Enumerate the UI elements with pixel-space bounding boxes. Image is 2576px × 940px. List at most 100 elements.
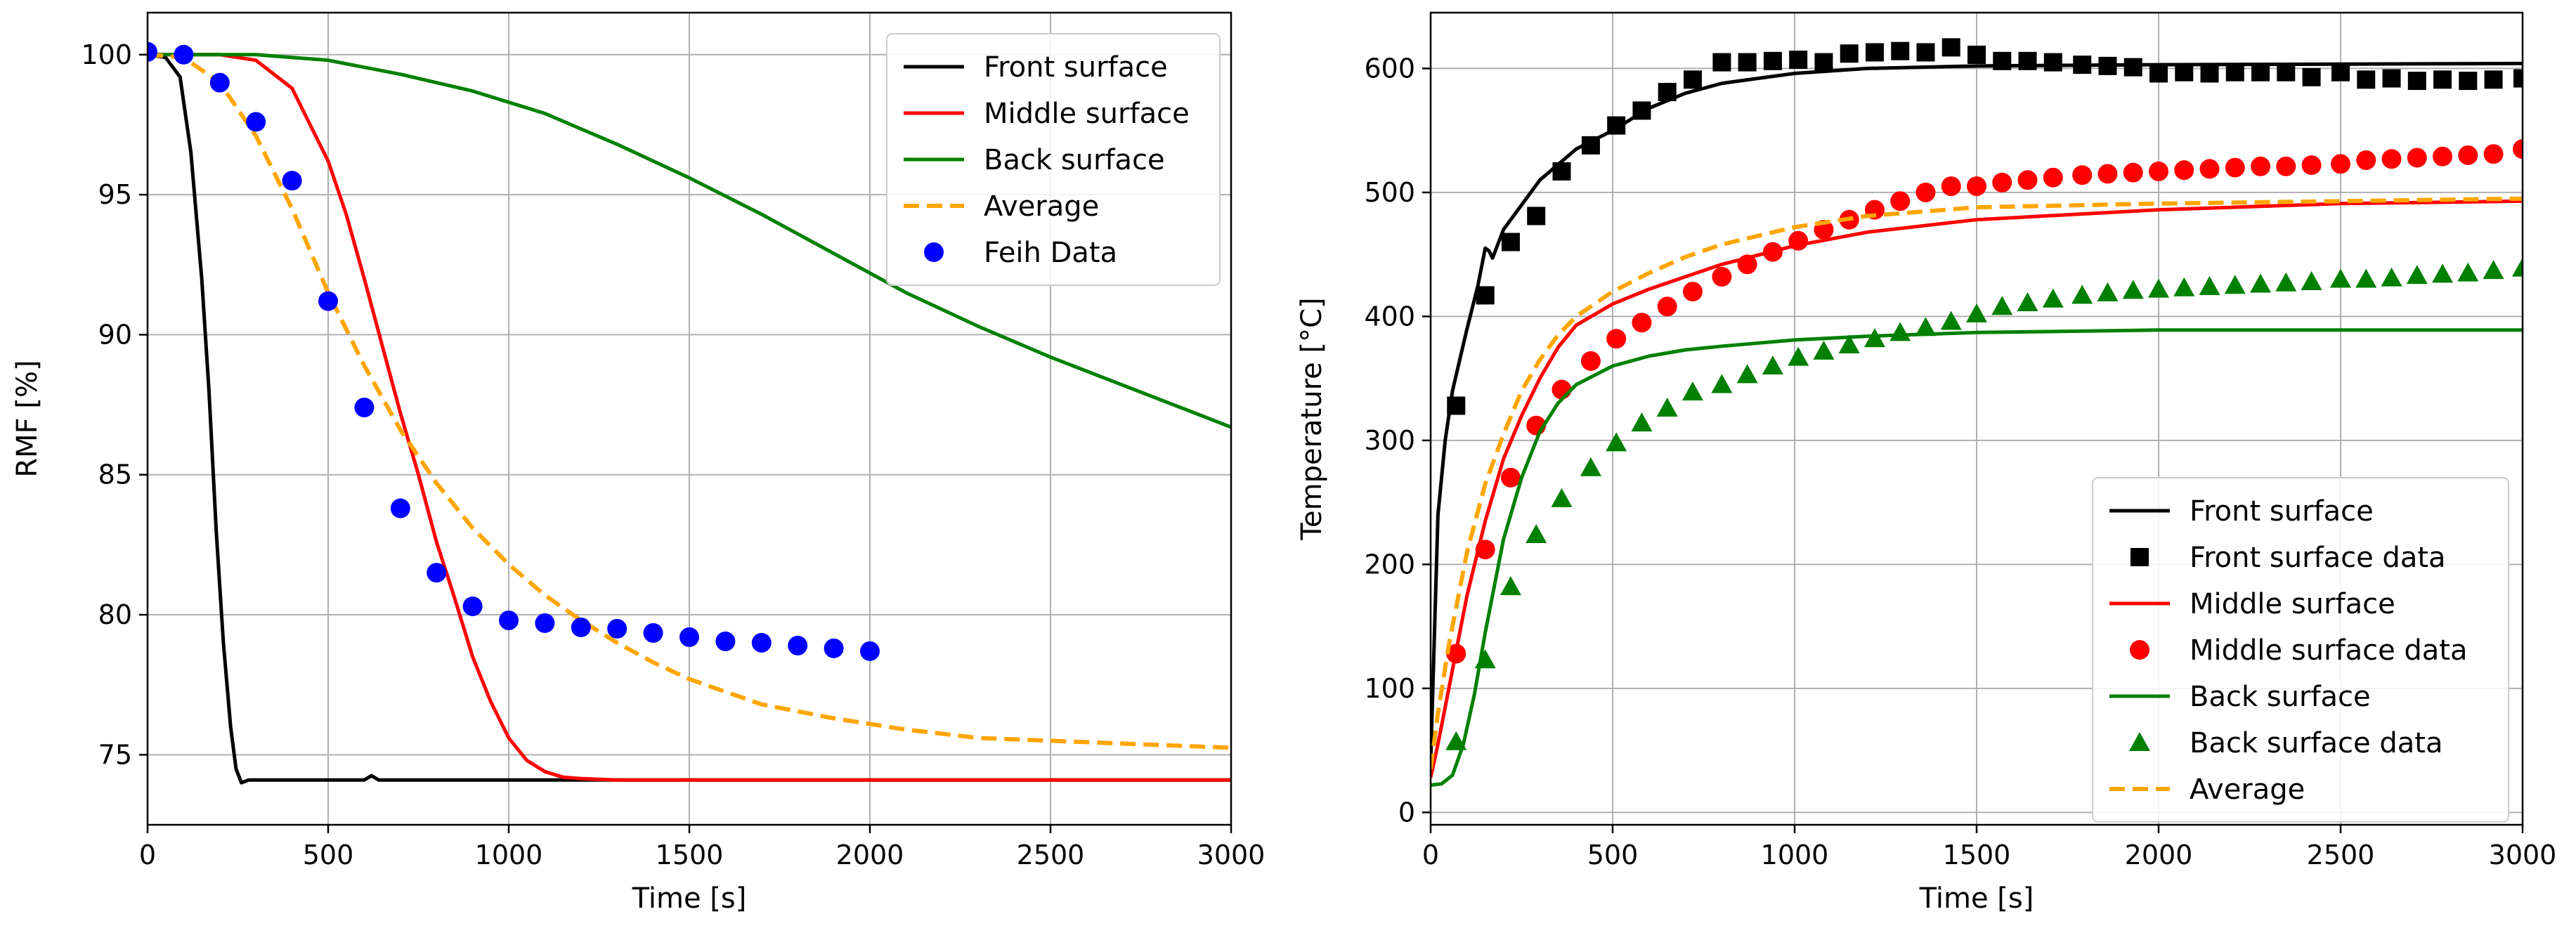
data-point-feih-data: [174, 44, 194, 65]
data-point-feih-data: [607, 618, 627, 639]
x-tick-label: 500: [303, 840, 354, 870]
data-point-middle-surface-data: [2381, 149, 2402, 169]
data-point-middle-surface-data: [2043, 167, 2063, 188]
legend: Front surface Front surface data Middle su…: [2092, 477, 2509, 823]
data-point-middle-surface-data: [2356, 150, 2376, 171]
data-point-back-surface-data: [1526, 524, 1547, 544]
x-tick-label: 2000: [2125, 840, 2193, 870]
data-point-front-surface-data: [1763, 51, 1782, 70]
data-point-middle-surface-data: [2483, 144, 2504, 164]
x-axis-label: Time [s]: [1919, 882, 2034, 915]
data-point-middle-surface-data: [2407, 148, 2427, 168]
data-point-front-surface-data: [1814, 53, 1833, 72]
data-point-middle-surface-data: [2123, 162, 2143, 183]
data-point-back-surface-data: [2457, 262, 2479, 282]
y-axis-label: RMF [%]: [11, 360, 44, 477]
legend-label-back-surface-data: Back surface data: [2190, 727, 2442, 759]
legend-label-front-surface: Front surface: [2190, 495, 2374, 528]
data-point-front-surface-data: [1941, 38, 1960, 57]
data-point-middle-surface-data: [1446, 644, 1466, 664]
data-point-back-surface-data: [1788, 346, 1809, 366]
data-point-front-surface-data: [2251, 63, 2270, 81]
data-point-middle-surface-data: [2097, 164, 2118, 184]
data-point-middle-surface-data: [1712, 266, 1732, 287]
data-point-back-surface-data: [2330, 268, 2351, 288]
data-point-front-surface-data: [2433, 70, 2452, 89]
data-point-feih-data: [148, 41, 157, 62]
data-point-middle-surface-data: [2149, 161, 2168, 181]
x-tick-label: 3000: [2489, 840, 2557, 870]
data-point-feih-data: [354, 398, 375, 418]
data-point-back-surface-data: [1813, 340, 1835, 360]
data-point-front-surface-data: [2098, 56, 2117, 75]
y-tick-label: 80: [98, 599, 132, 630]
x-tick-label: 1500: [656, 840, 724, 870]
data-point-back-surface-data: [1940, 311, 1962, 330]
data-point-middle-surface-data: [1992, 172, 2012, 192]
data-point-middle-surface-data: [1737, 254, 1757, 275]
y-tick-label: 85: [98, 459, 132, 490]
legend-swatch-front-surface-data: [2131, 548, 2149, 566]
data-point-middle-surface-data: [1657, 296, 1677, 317]
data-point-front-surface-data: [2073, 56, 2092, 74]
data-point-back-surface-data: [2381, 267, 2402, 287]
data-point-feih-data: [318, 291, 338, 311]
legend-label-front-surface-data: Front surface data: [2190, 542, 2446, 574]
data-point-front-surface-data: [2357, 70, 2376, 89]
y-tick-label: 100: [81, 39, 132, 70]
data-point-back-surface-data: [2301, 270, 2322, 290]
series-line-front-surface: [1431, 61, 2523, 763]
data-point-feih-data: [535, 613, 555, 633]
data-point-feih-data: [390, 498, 410, 518]
y-tick-label: 400: [1364, 301, 1415, 332]
x-tick-label: 2500: [2307, 840, 2375, 870]
legend-label-middle-surface: Middle surface: [2190, 588, 2395, 620]
data-point-front-surface-data: [1712, 53, 1731, 72]
series-line-average: [1431, 196, 2523, 769]
data-point-front-surface-data: [2382, 69, 2401, 88]
data-point-middle-surface-data: [2199, 159, 2220, 179]
data-point-front-surface-data: [1683, 70, 1702, 89]
y-axis-label: Temperature [°C]: [1296, 297, 1328, 540]
data-point-back-surface-data: [1889, 322, 1911, 341]
data-point-feih-data: [427, 563, 447, 583]
data-point-middle-surface-data: [2276, 156, 2296, 176]
data-point-middle-surface-data: [1632, 313, 1652, 333]
data-point-feih-data: [462, 596, 483, 617]
data-point-back-surface-data: [1762, 355, 1783, 374]
series-line-back-surface: [1431, 328, 2523, 787]
data-point-feih-data: [282, 171, 302, 191]
data-point-back-surface-data: [2199, 276, 2220, 296]
data-point-middle-surface-data: [1606, 329, 1627, 349]
y-tick-label: 75: [98, 739, 132, 770]
data-point-back-surface-data: [1606, 432, 1627, 452]
y-tick-label: 300: [1364, 425, 1415, 456]
data-point-middle-surface-data: [1552, 379, 1572, 400]
data-point-middle-surface-data: [2072, 165, 2093, 185]
data-point-middle-surface-data: [2174, 160, 2194, 181]
data-point-front-surface-data: [1447, 396, 1466, 415]
data-point-back-surface-data: [2148, 278, 2169, 298]
legend-swatch-back-surface-data: [2129, 732, 2150, 751]
x-tick-label: 1000: [475, 840, 543, 870]
series-line-middle-surface: [1431, 199, 2523, 778]
data-point-middle-surface-data: [1941, 176, 1961, 197]
data-point-back-surface-data: [1500, 576, 1521, 596]
series-line-average: [148, 52, 1231, 750]
plot-area: [148, 41, 1231, 785]
data-point-feih-data: [788, 635, 808, 655]
data-point-front-surface-data: [1552, 162, 1571, 181]
data-point-front-surface-data: [2459, 72, 2478, 91]
data-point-front-surface-data: [1607, 116, 1626, 135]
data-point-front-surface-data: [2018, 51, 2037, 70]
data-point-back-surface-data: [1551, 488, 1573, 507]
legend-label-feih-data: Feih Data: [984, 237, 1117, 269]
data-point-back-surface-data: [2250, 273, 2272, 293]
y-tick-label: 500: [1364, 177, 1415, 208]
data-point-front-surface-data: [2123, 58, 2142, 77]
x-tick-label: 3000: [1197, 840, 1266, 870]
legend-swatch-feih-data: [924, 242, 944, 262]
data-point-back-surface-data: [2432, 263, 2454, 283]
y-tick-label: 200: [1364, 549, 1415, 580]
y-tick-label: 95: [98, 179, 132, 210]
